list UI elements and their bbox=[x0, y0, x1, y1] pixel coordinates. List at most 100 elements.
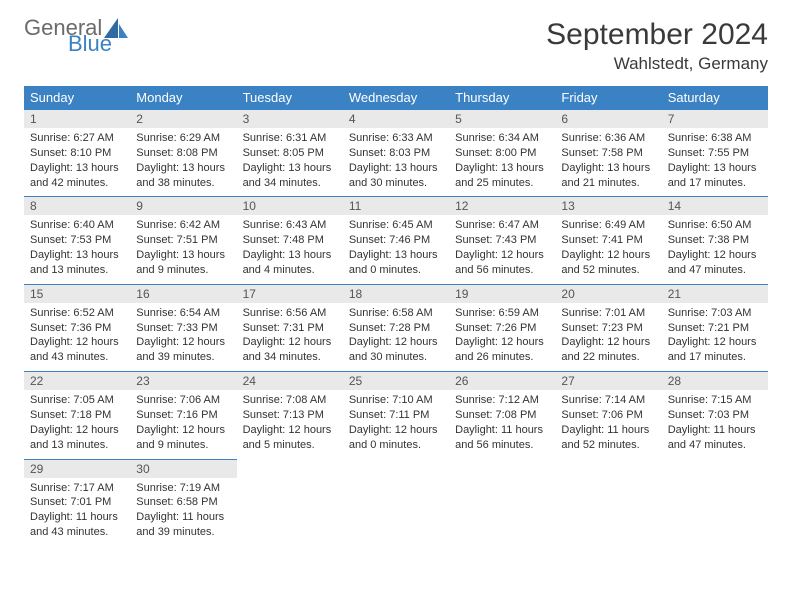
daylight-text: Daylight: 12 hours bbox=[561, 248, 655, 263]
day-number-cell: 28 bbox=[662, 372, 768, 391]
weekday-header-row: Sunday Monday Tuesday Wednesday Thursday… bbox=[24, 86, 768, 110]
sunrise-text: Sunrise: 7:10 AM bbox=[349, 393, 443, 408]
day-number-cell: 11 bbox=[343, 197, 449, 216]
daylight-text: Daylight: 12 hours bbox=[30, 335, 124, 350]
daylight-text: and 34 minutes. bbox=[243, 176, 337, 191]
day-number-cell bbox=[555, 459, 661, 478]
daynum-row: 1234567 bbox=[24, 110, 768, 129]
content-row: Sunrise: 6:27 AMSunset: 8:10 PMDaylight:… bbox=[24, 128, 768, 197]
daylight-text: and 56 minutes. bbox=[455, 438, 549, 453]
header: General Blue September 2024 Wahlstedt, G… bbox=[24, 18, 768, 74]
daylight-text: and 9 minutes. bbox=[136, 438, 230, 453]
daylight-text: Daylight: 11 hours bbox=[668, 423, 762, 438]
sunset-text: Sunset: 8:05 PM bbox=[243, 146, 337, 161]
day-content-cell: Sunrise: 7:08 AMSunset: 7:13 PMDaylight:… bbox=[237, 390, 343, 459]
sunrise-text: Sunrise: 6:33 AM bbox=[349, 131, 443, 146]
daylight-text: and 5 minutes. bbox=[243, 438, 337, 453]
day-content-cell: Sunrise: 7:10 AMSunset: 7:11 PMDaylight:… bbox=[343, 390, 449, 459]
day-number-cell: 5 bbox=[449, 110, 555, 129]
day-number-cell: 10 bbox=[237, 197, 343, 216]
day-number-cell: 29 bbox=[24, 459, 130, 478]
sunrise-text: Sunrise: 6:49 AM bbox=[561, 218, 655, 233]
daylight-text: Daylight: 11 hours bbox=[561, 423, 655, 438]
content-row: Sunrise: 7:05 AMSunset: 7:18 PMDaylight:… bbox=[24, 390, 768, 459]
weekday-header: Sunday bbox=[24, 86, 130, 110]
sunset-text: Sunset: 7:41 PM bbox=[561, 233, 655, 248]
daylight-text: Daylight: 11 hours bbox=[136, 510, 230, 525]
sunset-text: Sunset: 7:08 PM bbox=[455, 408, 549, 423]
sunrise-text: Sunrise: 7:15 AM bbox=[668, 393, 762, 408]
sunrise-text: Sunrise: 7:17 AM bbox=[30, 481, 124, 496]
sunset-text: Sunset: 7:46 PM bbox=[349, 233, 443, 248]
daylight-text: Daylight: 12 hours bbox=[668, 335, 762, 350]
day-number-cell: 7 bbox=[662, 110, 768, 129]
daylight-text: Daylight: 13 hours bbox=[243, 248, 337, 263]
daylight-text: and 43 minutes. bbox=[30, 350, 124, 365]
day-number-cell: 25 bbox=[343, 372, 449, 391]
daynum-row: 891011121314 bbox=[24, 197, 768, 216]
sunset-text: Sunset: 7:06 PM bbox=[561, 408, 655, 423]
sunset-text: Sunset: 7:51 PM bbox=[136, 233, 230, 248]
day-content-cell: Sunrise: 6:29 AMSunset: 8:08 PMDaylight:… bbox=[130, 128, 236, 197]
day-number-cell: 9 bbox=[130, 197, 236, 216]
daylight-text: and 52 minutes. bbox=[561, 263, 655, 278]
day-number-cell: 3 bbox=[237, 110, 343, 129]
sunrise-text: Sunrise: 6:45 AM bbox=[349, 218, 443, 233]
sunset-text: Sunset: 7:43 PM bbox=[455, 233, 549, 248]
daylight-text: and 34 minutes. bbox=[243, 350, 337, 365]
day-number-cell: 21 bbox=[662, 284, 768, 303]
daylight-text: Daylight: 12 hours bbox=[349, 335, 443, 350]
day-content-cell bbox=[343, 478, 449, 546]
daylight-text: Daylight: 12 hours bbox=[30, 423, 124, 438]
day-content-cell bbox=[555, 478, 661, 546]
sunset-text: Sunset: 7:28 PM bbox=[349, 321, 443, 336]
day-content-cell bbox=[662, 478, 768, 546]
day-content-cell: Sunrise: 6:27 AMSunset: 8:10 PMDaylight:… bbox=[24, 128, 130, 197]
daylight-text: Daylight: 13 hours bbox=[136, 248, 230, 263]
daylight-text: Daylight: 11 hours bbox=[30, 510, 124, 525]
daylight-text: Daylight: 12 hours bbox=[243, 423, 337, 438]
day-number-cell: 2 bbox=[130, 110, 236, 129]
daylight-text: and 47 minutes. bbox=[668, 438, 762, 453]
daylight-text: Daylight: 11 hours bbox=[455, 423, 549, 438]
day-content-cell: Sunrise: 6:59 AMSunset: 7:26 PMDaylight:… bbox=[449, 303, 555, 372]
day-content-cell: Sunrise: 7:17 AMSunset: 7:01 PMDaylight:… bbox=[24, 478, 130, 546]
day-number-cell: 12 bbox=[449, 197, 555, 216]
location: Wahlstedt, Germany bbox=[546, 54, 768, 74]
daylight-text: Daylight: 12 hours bbox=[455, 335, 549, 350]
sunrise-text: Sunrise: 7:14 AM bbox=[561, 393, 655, 408]
daylight-text: and 47 minutes. bbox=[668, 263, 762, 278]
day-number-cell: 23 bbox=[130, 372, 236, 391]
daylight-text: and 17 minutes. bbox=[668, 176, 762, 191]
daylight-text: Daylight: 13 hours bbox=[561, 161, 655, 176]
sunrise-text: Sunrise: 6:43 AM bbox=[243, 218, 337, 233]
sunset-text: Sunset: 7:48 PM bbox=[243, 233, 337, 248]
sunset-text: Sunset: 8:03 PM bbox=[349, 146, 443, 161]
day-content-cell: Sunrise: 6:40 AMSunset: 7:53 PMDaylight:… bbox=[24, 215, 130, 284]
day-number-cell: 18 bbox=[343, 284, 449, 303]
day-content-cell: Sunrise: 7:03 AMSunset: 7:21 PMDaylight:… bbox=[662, 303, 768, 372]
sunrise-text: Sunrise: 6:56 AM bbox=[243, 306, 337, 321]
day-content-cell: Sunrise: 6:49 AMSunset: 7:41 PMDaylight:… bbox=[555, 215, 661, 284]
sunset-text: Sunset: 7:21 PM bbox=[668, 321, 762, 336]
sunset-text: Sunset: 7:16 PM bbox=[136, 408, 230, 423]
daylight-text: Daylight: 12 hours bbox=[561, 335, 655, 350]
daylight-text: and 38 minutes. bbox=[136, 176, 230, 191]
day-content-cell: Sunrise: 6:45 AMSunset: 7:46 PMDaylight:… bbox=[343, 215, 449, 284]
sunrise-text: Sunrise: 6:40 AM bbox=[30, 218, 124, 233]
day-content-cell: Sunrise: 7:06 AMSunset: 7:16 PMDaylight:… bbox=[130, 390, 236, 459]
sunset-text: Sunset: 7:03 PM bbox=[668, 408, 762, 423]
day-content-cell: Sunrise: 7:14 AMSunset: 7:06 PMDaylight:… bbox=[555, 390, 661, 459]
weekday-header: Tuesday bbox=[237, 86, 343, 110]
day-content-cell: Sunrise: 6:50 AMSunset: 7:38 PMDaylight:… bbox=[662, 215, 768, 284]
sunrise-text: Sunrise: 6:42 AM bbox=[136, 218, 230, 233]
sunset-text: Sunset: 7:38 PM bbox=[668, 233, 762, 248]
weekday-header: Thursday bbox=[449, 86, 555, 110]
day-content-cell: Sunrise: 7:19 AMSunset: 6:58 PMDaylight:… bbox=[130, 478, 236, 546]
daylight-text: Daylight: 13 hours bbox=[30, 248, 124, 263]
sunrise-text: Sunrise: 6:31 AM bbox=[243, 131, 337, 146]
weekday-header: Friday bbox=[555, 86, 661, 110]
day-content-cell: Sunrise: 6:56 AMSunset: 7:31 PMDaylight:… bbox=[237, 303, 343, 372]
weekday-header: Monday bbox=[130, 86, 236, 110]
sunset-text: Sunset: 7:31 PM bbox=[243, 321, 337, 336]
